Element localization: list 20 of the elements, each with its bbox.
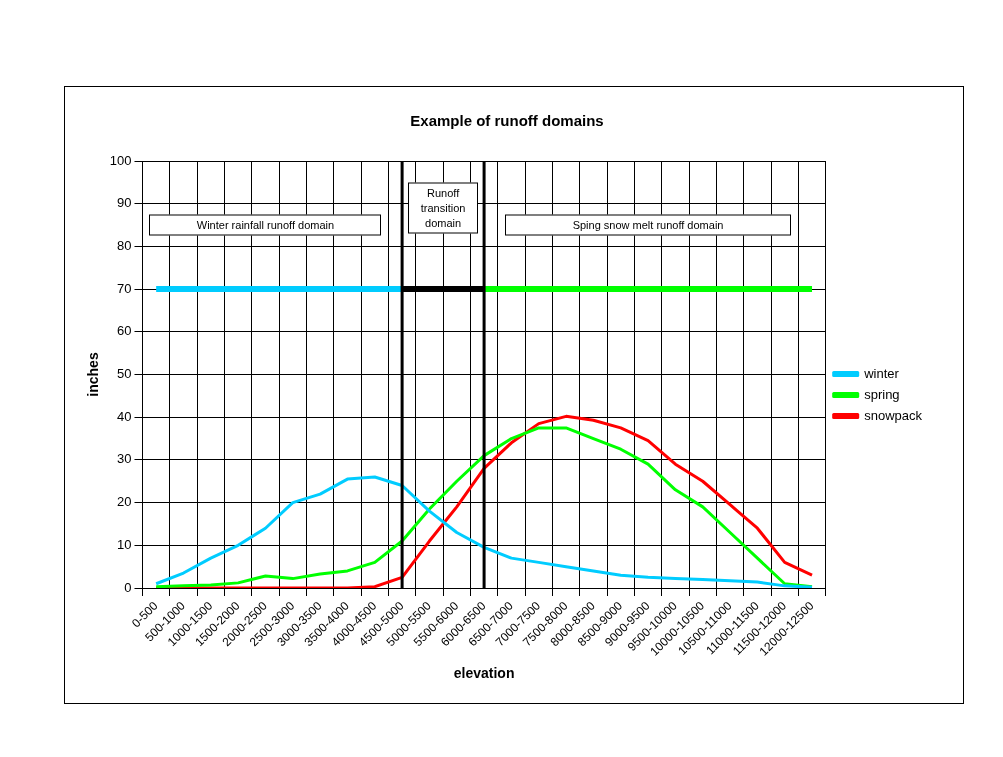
label-box: Winter rainfall runoff domain	[149, 214, 382, 236]
y-tick-label: 20	[117, 494, 132, 510]
y-tick-label: 60	[117, 323, 132, 339]
legend-label: spring	[864, 386, 900, 402]
y-tick-label: 30	[117, 451, 132, 467]
x-axis-title: elevation	[453, 665, 515, 682]
y-tick-label: 0	[124, 579, 132, 595]
label-box: Runoff transition domain	[408, 182, 479, 234]
chart-title: Example of runoff domains	[410, 112, 604, 130]
label-box: Sping snow melt runoff domain	[505, 214, 792, 236]
legend-label: snowpack	[864, 407, 923, 423]
legend-label: winter	[863, 365, 900, 381]
y-tick-label: 40	[117, 408, 132, 424]
y-tick-label: 90	[117, 195, 132, 211]
y-tick-label: 70	[117, 280, 132, 296]
y-axis-title: inches	[85, 352, 102, 397]
y-tick-label: 80	[117, 237, 132, 253]
y-tick-label: 50	[117, 366, 132, 382]
y-tick-label: 100	[109, 152, 132, 168]
y-tick-label: 10	[117, 536, 132, 552]
